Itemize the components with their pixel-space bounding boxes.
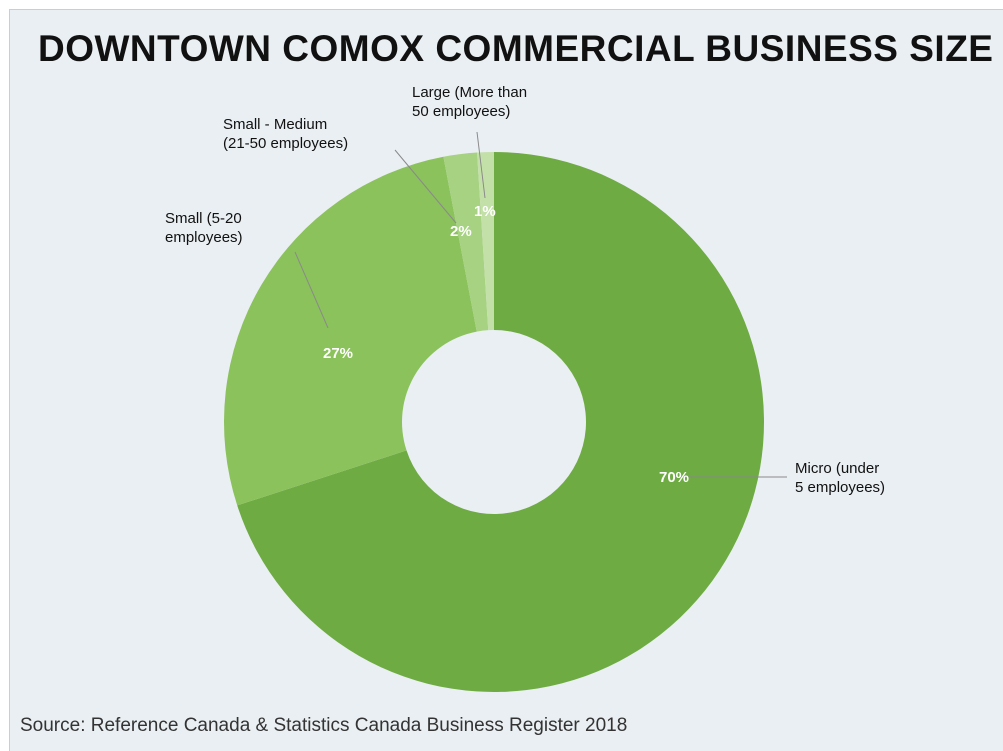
slice-value-label-0: 70% (659, 469, 689, 486)
slice-0 (237, 152, 765, 692)
leader-line-2 (394, 149, 457, 224)
slice-2 (443, 152, 489, 332)
slice-category-label-1: Small (5-20 employees) (165, 210, 243, 246)
slice-category-label-0: Micro (under 5 employees) (795, 460, 885, 496)
leader-line-3 (476, 131, 486, 199)
donut-chart: 70% Micro (under 5 employees) 27% Small (5-2… (165, 84, 885, 692)
slice-3 (477, 152, 494, 331)
chart-title: DOWNTOWN COMOX COMMERCIAL BUSINESS SIZE (38, 28, 994, 69)
slice-category-label-3: Large (More than 50 employees) (412, 84, 527, 120)
leader-line-1 (294, 251, 329, 329)
source-note: Source: Reference Canada & Statistics Ca… (20, 715, 628, 736)
slice-1 (223, 156, 477, 506)
slice-value-label-2: 2% (450, 223, 472, 240)
slice-value-label-1: 27% (323, 345, 353, 362)
chart-frame: DOWNTOWN COMOX COMMERCIAL BUSINESS SIZE … (9, 9, 1003, 751)
slice-category-label-2: Small - Medium (21-50 employees) (223, 116, 348, 152)
slice-value-label-3: 1% (474, 203, 496, 220)
